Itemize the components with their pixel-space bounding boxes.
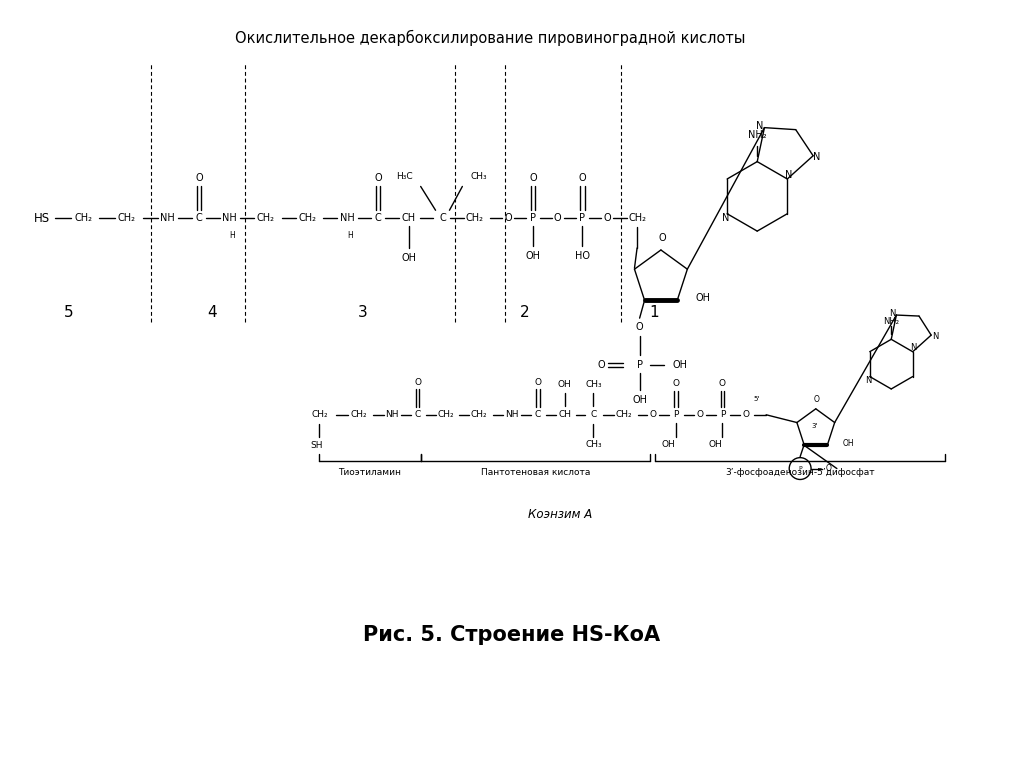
Text: CH₂: CH₂ — [628, 213, 646, 223]
Text: H₃C: H₃C — [396, 172, 413, 181]
Text: CH₂: CH₂ — [471, 410, 487, 420]
Text: C: C — [415, 410, 421, 420]
Text: CH₂: CH₂ — [118, 213, 136, 223]
Text: CH₂: CH₂ — [351, 410, 368, 420]
Text: 1: 1 — [649, 305, 658, 320]
Text: O: O — [535, 377, 542, 387]
Text: CH₂: CH₂ — [465, 213, 483, 223]
Text: CH₂: CH₂ — [437, 410, 454, 420]
Text: NH: NH — [340, 213, 354, 223]
Text: CH₂: CH₂ — [615, 410, 633, 420]
Text: OH: OH — [695, 293, 710, 303]
Text: O: O — [414, 377, 421, 387]
Text: Тиоэтиламин: Тиоэтиламин — [339, 468, 401, 477]
Text: O: O — [658, 233, 666, 243]
Text: HO: HO — [575, 251, 590, 261]
Text: OH: OH — [673, 360, 687, 370]
Text: OH: OH — [843, 439, 854, 448]
Text: NH₂: NH₂ — [748, 130, 767, 140]
Text: HS: HS — [34, 212, 49, 225]
Text: CH: CH — [558, 410, 571, 420]
Text: NH: NH — [385, 410, 398, 420]
Text: C: C — [196, 213, 203, 223]
Text: SH: SH — [310, 441, 323, 450]
Text: O: O — [742, 410, 750, 420]
Text: CH: CH — [401, 213, 416, 223]
Text: N: N — [910, 344, 916, 352]
Text: P: P — [580, 213, 586, 223]
Text: Коэнзим А: Коэнзим А — [527, 508, 592, 521]
Text: OH: OH — [525, 251, 541, 261]
Text: O: O — [597, 360, 605, 370]
Text: O: O — [374, 173, 382, 183]
Text: OH: OH — [709, 440, 722, 449]
Text: OH: OH — [401, 253, 416, 263]
Text: CH₃: CH₃ — [585, 440, 602, 449]
Text: CH₃: CH₃ — [585, 380, 602, 390]
Text: H: H — [347, 231, 353, 239]
Text: NH: NH — [160, 213, 175, 223]
Text: 5': 5' — [753, 396, 760, 402]
Text: H: H — [229, 231, 234, 239]
Text: NH: NH — [505, 410, 519, 420]
Text: N: N — [756, 120, 763, 130]
Text: 3': 3' — [812, 423, 818, 429]
Text: O: O — [504, 213, 512, 223]
Text: N: N — [932, 331, 938, 341]
Text: C: C — [375, 213, 381, 223]
Text: P: P — [637, 360, 643, 370]
Text: N: N — [865, 376, 871, 385]
Text: N: N — [784, 170, 792, 180]
Text: O: O — [696, 410, 703, 420]
Text: O: O — [603, 213, 611, 223]
Text: C: C — [439, 213, 445, 223]
Text: C: C — [590, 410, 597, 420]
Text: CH₂: CH₂ — [74, 213, 92, 223]
Text: N: N — [813, 152, 821, 162]
Text: Пантотеновая кислота: Пантотеновая кислота — [480, 468, 590, 477]
Text: P: P — [529, 213, 536, 223]
Text: NH₂: NH₂ — [884, 317, 899, 326]
Text: N: N — [723, 212, 730, 222]
Text: P: P — [673, 410, 679, 420]
Text: O: O — [673, 380, 679, 389]
Text: 3’-фосфоаденозин-5’дифосфат: 3’-фосфоаденозин-5’дифосфат — [725, 468, 874, 477]
Text: OH: OH — [662, 440, 676, 449]
Text: 4: 4 — [208, 305, 217, 320]
Text: O: O — [554, 213, 561, 223]
Text: CH₂: CH₂ — [257, 213, 274, 223]
Text: O: O — [719, 380, 726, 389]
Text: 5: 5 — [63, 305, 73, 320]
Text: OH: OH — [632, 394, 647, 404]
Text: N: N — [889, 308, 896, 318]
Text: O: O — [529, 173, 537, 183]
Text: P: P — [720, 410, 725, 420]
Text: CH₂: CH₂ — [311, 410, 328, 420]
Text: O: O — [814, 395, 820, 404]
Text: O: O — [636, 322, 643, 332]
Text: O: O — [196, 173, 203, 183]
Text: O: O — [649, 410, 656, 420]
Text: 3: 3 — [358, 305, 368, 320]
Text: NH: NH — [221, 213, 237, 223]
Text: 2: 2 — [520, 305, 529, 320]
Text: Окислительное декарбоксилирование пировиноградной кислоты: Окислительное декарбоксилирование пирови… — [234, 29, 745, 45]
Text: C: C — [535, 410, 541, 420]
Text: OH: OH — [558, 380, 571, 390]
Text: CH₂: CH₂ — [298, 213, 316, 223]
Text: O: O — [826, 464, 831, 473]
Text: P: P — [799, 466, 802, 471]
Text: Рис. 5. Строение HS-КоА: Рис. 5. Строение HS-КоА — [364, 625, 660, 645]
Text: CH₃: CH₃ — [470, 172, 487, 181]
Text: O: O — [579, 173, 587, 183]
